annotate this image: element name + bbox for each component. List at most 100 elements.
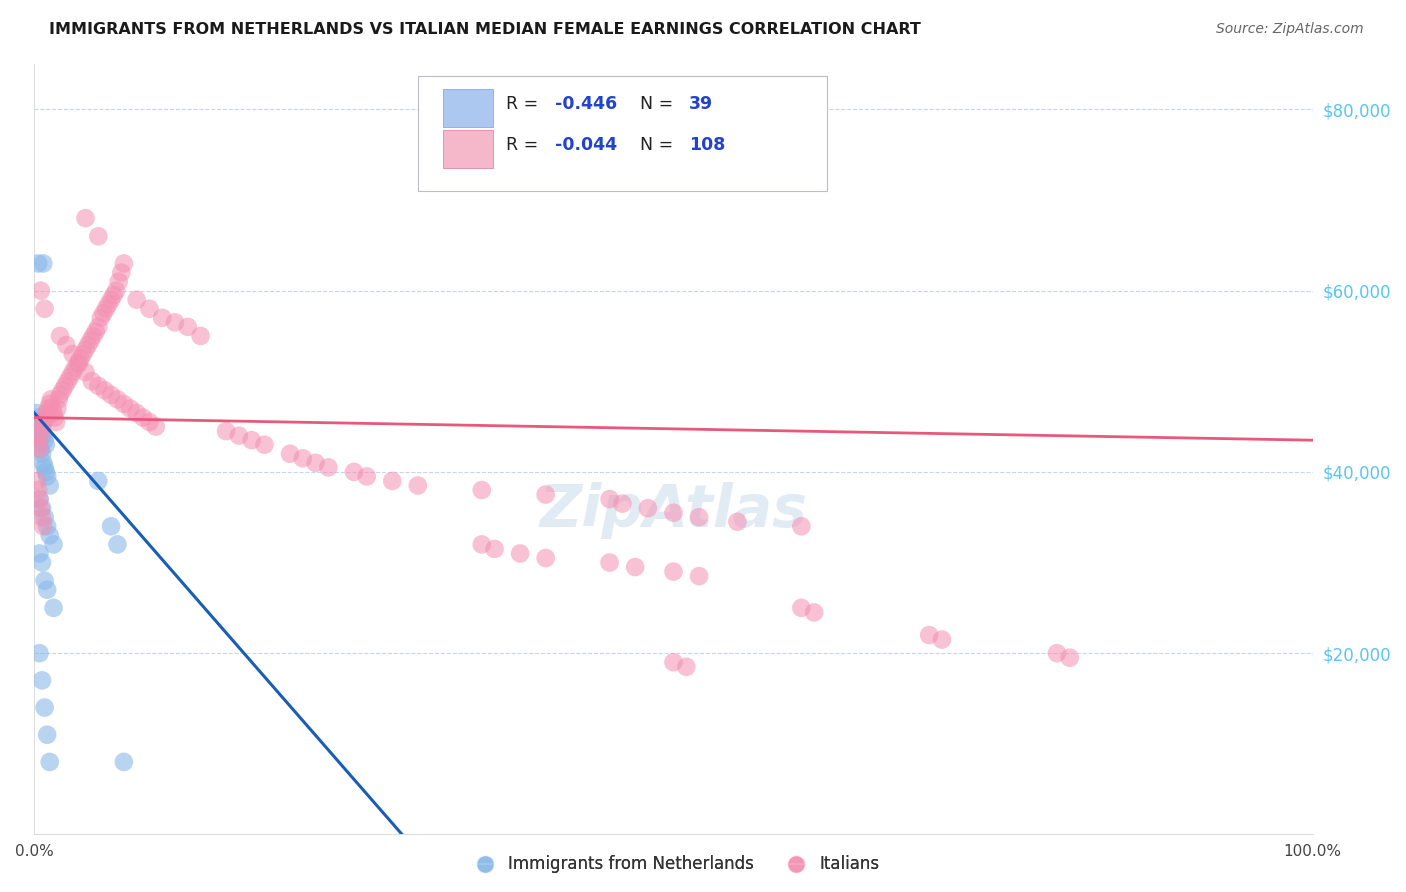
Point [37,728,59,742]
Point [35,406,58,420]
Point [1059,650,1081,665]
Point [35,438,58,452]
Point [612,497,634,511]
Text: 39: 39 [689,95,713,113]
Point [138,415,160,429]
Text: ZipAtlas: ZipAtlas [540,483,807,540]
Point [356,469,378,483]
Point [28,492,51,507]
Point [31,556,53,570]
Point [32,456,55,470]
Point [534,551,557,566]
Point [69,351,91,366]
Point [87,319,110,334]
Point [38,528,60,542]
Point [72,347,94,361]
Point [38,478,60,492]
Point [918,628,941,642]
Point [53,379,76,393]
Text: N =: N = [640,136,679,153]
Point [688,510,710,524]
Point [37,401,59,416]
Point [318,460,340,475]
Point [624,560,647,574]
Point [77,338,100,352]
Point [27,438,49,452]
Point [107,537,129,551]
Point [62,365,84,379]
Point [32,256,55,270]
Point [62,347,84,361]
Point [45,415,67,429]
Point [103,288,125,302]
Point [25,474,48,488]
Point [59,369,82,384]
Point [65,360,87,375]
Point [42,600,65,615]
Point [49,329,72,343]
Point [49,388,72,402]
Point [39,392,62,407]
Point [87,379,110,393]
Point [42,537,65,551]
Point [28,415,51,429]
Point [41,401,63,416]
Point [291,451,314,466]
Point [56,374,79,388]
Text: -0.044: -0.044 [554,136,617,153]
Point [87,474,110,488]
Point [34,574,56,588]
Point [38,755,60,769]
Point [30,501,52,516]
Point [44,410,66,425]
Point [31,510,53,524]
Point [725,515,748,529]
Point [112,755,135,769]
Point [228,428,250,442]
Point [35,465,58,479]
Point [688,569,710,583]
Point [662,565,685,579]
Point [30,442,52,457]
Point [80,374,103,388]
Point [27,410,49,425]
Point [471,483,494,497]
Point [28,646,51,660]
Point [46,401,69,416]
Point [803,606,825,620]
Point [34,510,56,524]
Point [25,428,48,442]
Text: Source: ZipAtlas.com: Source: ZipAtlas.com [1216,22,1364,37]
Point [25,406,48,420]
Point [90,310,112,325]
Point [484,541,506,556]
Point [343,465,366,479]
Point [471,537,494,551]
Text: IMMIGRANTS FROM NETHERLANDS VS ITALIAN MEDIAN FEMALE EARNINGS CORRELATION CHART: IMMIGRANTS FROM NETHERLANDS VS ITALIAN M… [49,22,921,37]
Point [163,315,186,329]
Point [28,442,51,457]
Point [662,506,685,520]
Point [138,301,160,316]
Point [406,478,429,492]
Point [31,673,53,688]
FancyBboxPatch shape [443,89,494,128]
Point [37,519,59,533]
Text: -0.446: -0.446 [554,95,617,113]
Point [120,401,142,416]
Legend: Immigrants from Netherlands, Italians: Immigrants from Netherlands, Italians [461,848,886,880]
Point [509,546,531,560]
Point [75,365,97,379]
Point [30,419,52,434]
Point [599,556,621,570]
Point [75,343,97,357]
Point [177,319,200,334]
Point [381,474,404,488]
Text: R =: R = [506,95,544,113]
Point [107,275,129,289]
Point [1046,646,1069,660]
Point [75,211,97,226]
Point [42,406,65,420]
Point [931,632,953,647]
Point [93,306,115,320]
